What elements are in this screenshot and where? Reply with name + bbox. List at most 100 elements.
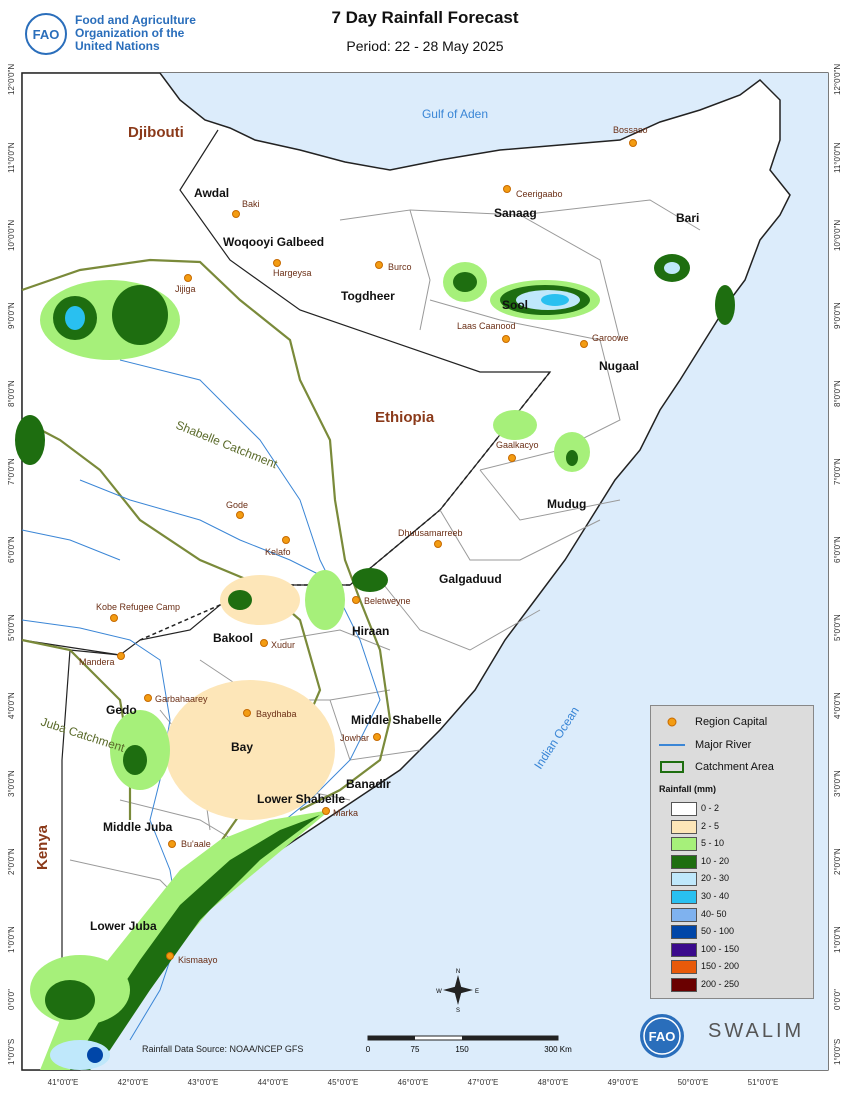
town-label: Gaalkacyo (496, 440, 539, 450)
organization-name: Food and Agriculture Organization of the… (75, 13, 196, 53)
fao-logo-icon: FAO (25, 13, 67, 55)
legend-region-capital: Region Capital (695, 716, 768, 728)
legend-class-swatch (671, 907, 697, 922)
lat-tick-right: 3°0'0"N (833, 770, 842, 797)
region-label: Bay (231, 740, 253, 754)
lon-tick: 41°0'0"E (48, 1078, 79, 1087)
lat-tick-right: 6°0'0"N (833, 536, 842, 563)
major-river-icon (659, 739, 685, 751)
town-label: Mandera (79, 657, 115, 667)
svg-text:FAO: FAO (649, 1029, 676, 1044)
scale-label: 75 (411, 1045, 420, 1054)
lat-tick-left: 1°0'0"N (7, 926, 16, 953)
lon-tick: 49°0'0"E (608, 1078, 639, 1087)
lat-tick-left: 9°0'0"N (7, 302, 16, 329)
town-label: Dhuusamarreeb (398, 528, 463, 538)
scale-label: 150 (455, 1045, 469, 1054)
lat-tick-right: 1°0'0"S (833, 1039, 842, 1065)
lon-tick: 46°0'0"E (398, 1078, 429, 1087)
lon-tick: 42°0'0"E (118, 1078, 149, 1087)
lon-tick: 43°0'0"E (188, 1078, 219, 1087)
lat-tick-right: 1°0'0"N (833, 926, 842, 953)
region-label: Awdal (194, 186, 229, 200)
town-label: Burco (388, 262, 412, 272)
legend-class-label: 50 - 100 (701, 926, 735, 937)
town-label: Beletweyne (364, 596, 411, 606)
scale-label: 300 Km (544, 1045, 572, 1054)
legend-class-label: 200 - 250 (701, 979, 740, 989)
region-label: Bari (676, 211, 699, 225)
town-label: Gode (226, 500, 248, 510)
legend-rainfall-title: Rainfall (mm) (659, 784, 717, 794)
country-kenya: Kenya (34, 824, 51, 870)
lat-tick-right: 12°0'0"N (833, 64, 842, 95)
compass-e: E (475, 989, 479, 995)
legend-class-swatch (671, 802, 697, 816)
region-label: Sool (502, 298, 528, 312)
legend-class-label: 100 - 150 (701, 943, 740, 954)
compass-s: S (456, 1008, 460, 1014)
town-label: Baki (242, 199, 260, 209)
lon-tick: 44°0'0"E (258, 1078, 289, 1087)
legend-major-river: Major River (695, 739, 752, 751)
town-label: Baydhaba (256, 709, 297, 719)
town-label: Kismaayo (178, 955, 218, 965)
scale-bar: 0 75 150 300 Km (366, 1035, 572, 1054)
lat-tick-right: 5°0'0"N (833, 614, 842, 641)
lat-tick-right: 10°0'0"N (833, 220, 842, 251)
legend-class-label: 20 - 30 (701, 873, 730, 884)
town-label: Xudur (271, 640, 295, 650)
town-labels: Bossaso Ceerigaabo Baki Burco Hargeysa J… (79, 125, 648, 965)
scale-label: 0 (366, 1045, 371, 1054)
region-capital-icon (659, 716, 685, 728)
region-label: Lower Juba (90, 919, 157, 933)
lon-tick: 50°0'0"E (678, 1078, 709, 1087)
region-label: Sanaag (494, 206, 537, 220)
lat-tick-left: 2°0'0"N (7, 848, 16, 875)
lat-tick-left: 7°0'0"N (7, 458, 16, 485)
country-djibouti: Djibouti (128, 124, 184, 141)
town-label: Hargeysa (273, 268, 312, 278)
compass-n: N (456, 969, 460, 975)
lat-tick-left: 12°0'0"N (7, 64, 16, 95)
period-subtitle: Period: 22 - 28 May 2025 (346, 38, 504, 54)
region-label: Galgaduud (439, 572, 502, 586)
catchment-area-icon (659, 761, 685, 773)
data-source: Rainfall Data Source: NOAA/NCEP GFS (142, 1044, 304, 1054)
region-boundaries (69, 199, 701, 911)
lat-tick-left: 5°0'0"N (7, 614, 16, 641)
region-label: Lower Shabelle (257, 792, 345, 806)
lat-tick-left: 8°0'0"N (7, 380, 16, 407)
lat-tick-left: 11°0'0"N (7, 142, 16, 173)
lat-tick-left: 1°0'0"S (7, 1039, 16, 1065)
legend-class-label: 150 - 200 (701, 961, 740, 972)
lon-tick: 48°0'0"E (538, 1078, 569, 1087)
latitude-ticks: 12°0'0"N 11°0'0"N 10°0'0"N 9°0'0"N 8°0'0… (7, 64, 842, 1065)
compass-rose-icon: N S E W (436, 969, 479, 1014)
town-label: Kelafo (265, 547, 291, 557)
lat-tick-left: 6°0'0"N (7, 536, 16, 563)
lat-tick-right: 0°0'0" (833, 989, 842, 1010)
lat-tick-right: 8°0'0"N (833, 380, 842, 407)
town-label: Bu'aale (181, 839, 211, 849)
country-ethiopia: Ethiopia (375, 409, 435, 426)
region-label: Middle Shabelle (351, 713, 442, 727)
page-title: 7 Day Rainfall Forecast (331, 8, 519, 27)
compass-w: W (436, 989, 442, 995)
lat-tick-right: 2°0'0"N (833, 848, 842, 875)
town-label: Kobe Refugee Camp (96, 602, 180, 612)
legend-class-label: 2 - 5 (701, 820, 720, 831)
region-label: Nugaal (599, 359, 639, 373)
town-label: Ceerigaabo (516, 189, 563, 199)
lon-tick: 45°0'0"E (328, 1078, 359, 1087)
lat-tick-right: 7°0'0"N (833, 458, 842, 485)
lat-tick-left: 4°0'0"N (7, 692, 16, 719)
region-label: Hiraan (352, 624, 389, 638)
legend-class-swatch (671, 942, 697, 957)
somalia-boundary (21, 129, 552, 656)
legend-class-swatch (671, 890, 697, 904)
lat-tick-left: 0°0'0" (7, 989, 16, 1010)
region-label: Bakool (213, 631, 253, 645)
lat-tick-right: 9°0'0"N (833, 302, 842, 329)
legend-class-label: 40- 50 (701, 908, 727, 919)
